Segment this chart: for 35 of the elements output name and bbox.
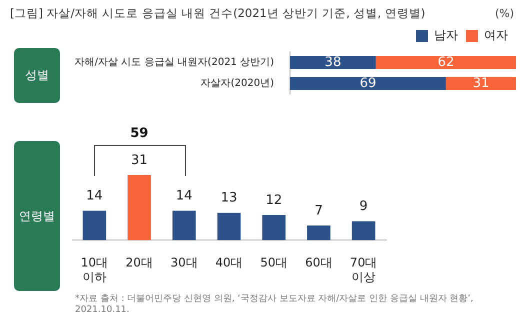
bar	[352, 221, 376, 240]
bar	[172, 210, 196, 240]
text: *자료 출처 : 더불어민주당 신현영 의원, ‘국정감사 보도자료 자해/자살로 인한 응급실 내원자 현황’, 2021.10.11.	[75, 293, 474, 315]
text: 59	[129, 126, 150, 141]
x-tick-label: 10대 이하	[80, 256, 108, 284]
data-label: 14	[86, 188, 103, 204]
x-tick-label: 30대	[170, 256, 198, 270]
legend-label: 남자	[434, 28, 458, 42]
bar	[262, 214, 286, 240]
text: 연령별	[14, 141, 60, 291]
text: (%)	[494, 7, 514, 20]
chart-title: [그림] 자살/자해 시도로 응급실 내원 건수(2021년 상반기 기준, 성별, 연령별)	[10, 6, 426, 21]
data-label: 69	[360, 76, 376, 91]
bar	[217, 212, 241, 240]
x-tick-label: 20대	[126, 256, 153, 270]
data-label: 38	[324, 54, 342, 70]
data-label: 13	[220, 190, 238, 206]
data-label: 7	[314, 203, 323, 218]
bar	[128, 174, 151, 240]
data-label: 14	[176, 188, 192, 204]
x-tick-label: 60대	[305, 256, 332, 270]
y-tick-label: 자해/자살 시도 응급실 내원자(2021 상반기)	[74, 57, 274, 68]
x-tick-label: 70대 이상	[350, 256, 378, 284]
bar	[307, 225, 330, 240]
data-label: 31	[472, 76, 490, 91]
data-label: 9	[359, 199, 368, 214]
text: 성별	[14, 48, 60, 103]
x-tick-label: 40대	[215, 256, 243, 270]
y-tick-label: 자살자(2020년)	[200, 78, 274, 90]
x-tick-label: 50대	[260, 256, 288, 270]
data-label: 12	[266, 192, 282, 208]
data-label: 31	[131, 152, 148, 168]
data-label: 62	[438, 54, 454, 70]
bar	[82, 210, 106, 240]
legend-label: 여자	[484, 28, 508, 42]
